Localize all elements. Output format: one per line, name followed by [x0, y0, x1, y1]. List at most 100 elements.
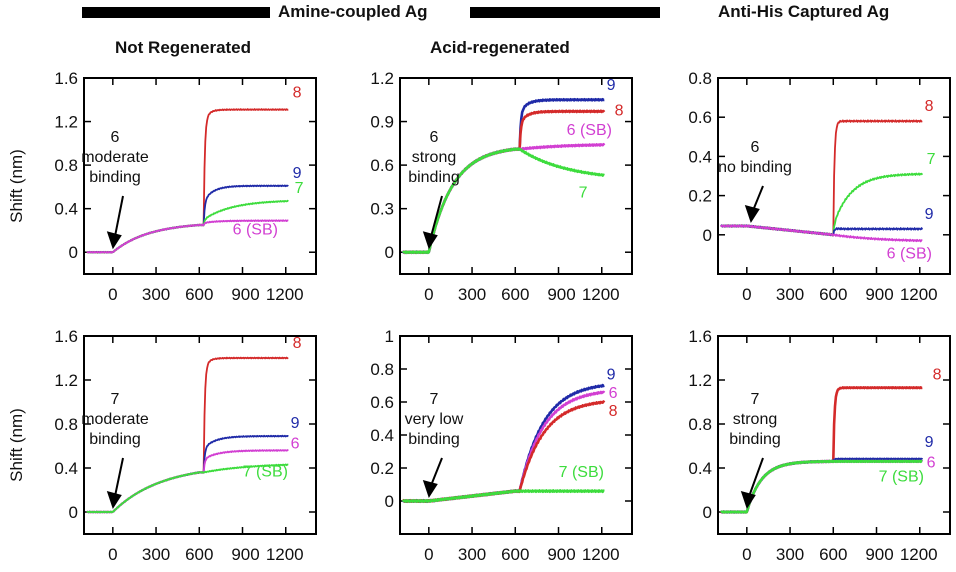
series-label: 8: [293, 85, 302, 102]
series-label: 6: [609, 385, 618, 402]
x-tick-label: 0: [742, 285, 751, 304]
group-header-antihis: Anti-His Captured Ag: [718, 2, 890, 21]
x-tick-label: 1200: [900, 285, 938, 304]
series-line-6-sb-: [720, 224, 923, 243]
chart-panel-bottom-left: 0 300 600 900 1200 0 0.4 0.8 1.2 1.6 Shift (nm) 8 9 6…: [7, 327, 317, 564]
series-label: 6 (SB): [887, 246, 932, 263]
x-tick-label: 300: [458, 285, 486, 304]
series-label: 8: [925, 98, 934, 115]
x-tick-label: 300: [142, 285, 170, 304]
x-tick-label: 300: [776, 545, 804, 564]
x-tick-label: 600: [819, 545, 847, 564]
series-label: 9: [293, 165, 302, 182]
y-tick-label: 1.2: [688, 371, 712, 390]
column-header-acid-regenerated: Acid-regenerated: [430, 38, 570, 57]
arrow-head-icon: [106, 231, 122, 250]
series-label: 9: [925, 434, 934, 451]
series-label: 7 (SB): [243, 464, 288, 481]
y-tick-label: 0.8: [370, 360, 394, 379]
series-label: 6: [291, 435, 300, 452]
annotation-text: binding: [408, 169, 460, 186]
annotation-text: strong: [733, 411, 777, 428]
annotation-arrow: [751, 185, 764, 212]
annotation-text: 7: [111, 391, 120, 408]
x-tick-label: 1200: [582, 545, 620, 564]
series-line-9: [720, 457, 924, 514]
x-tick-label: 0: [108, 545, 117, 564]
x-tick-label: 900: [865, 285, 893, 304]
y-tick-label: 1.2: [370, 69, 394, 88]
x-tick-label: 0: [424, 285, 433, 304]
annotation-text: strong: [412, 149, 456, 166]
series-label: 7: [295, 180, 304, 197]
y-axis-label: Shift (nm): [7, 408, 26, 482]
arrow-head-icon: [422, 231, 438, 250]
series-label: 7 (SB): [879, 468, 924, 485]
x-tick-label: 0: [424, 545, 433, 564]
annotation-text: binding: [89, 431, 141, 448]
y-tick-label: 0.8: [688, 69, 712, 88]
y-tick-label: 0: [385, 492, 394, 511]
series-label: 7: [579, 184, 588, 201]
chart-panel-top-center: 0 300 600 900 1200 0 0.3 0.6 0.9 1.2 9 86 (SB) 7 6 str…: [370, 69, 633, 304]
y-tick-label: 1.6: [688, 327, 712, 346]
y-tick-label: 0.4: [688, 459, 712, 478]
y-tick-label: 0.4: [370, 426, 394, 445]
y-tick-label: 0: [385, 243, 394, 262]
x-tick-label: 1200: [266, 545, 304, 564]
x-tick-label: 900: [231, 545, 259, 564]
series-label: 9: [291, 415, 300, 432]
x-tick-label: 900: [547, 285, 575, 304]
series-label: 6 (SB): [233, 222, 278, 239]
x-tick-label: 900: [547, 545, 575, 564]
y-tick-label: 0: [703, 503, 712, 522]
y-tick-label: 0: [69, 243, 78, 262]
annotation-arrow: [429, 457, 443, 487]
annotation-arrow: [429, 195, 443, 238]
x-tick-label: 600: [185, 285, 213, 304]
series-line-7-sb-: [86, 463, 289, 514]
arrow-head-icon: [106, 491, 122, 509]
annotation-text: very low: [405, 411, 464, 428]
arrow-head-icon: [740, 491, 756, 509]
group-bar-right: [470, 7, 660, 18]
annotation-text: 7: [430, 391, 439, 408]
annotation-text: binding: [89, 169, 141, 186]
y-tick-label: 1.6: [54, 69, 78, 88]
series-label: 6 (SB): [567, 122, 612, 139]
y-tick-label: 0.4: [54, 459, 78, 478]
series-label: 9: [607, 367, 616, 384]
series-label: 9: [925, 206, 934, 223]
x-tick-label: 300: [458, 545, 486, 564]
annotation-arrow: [747, 457, 764, 498]
annotation-arrow: [113, 457, 124, 498]
series-label: 7 (SB): [559, 464, 604, 481]
x-tick-label: 300: [776, 285, 804, 304]
series-label: 9: [607, 77, 616, 94]
y-tick-label: 0.8: [54, 156, 78, 175]
chart-panel-bottom-center: 0 300 600 900 1200 0 0.2 0.4 0.6 0.8 1 968 7 (SB) 7 ve…: [370, 327, 633, 564]
y-tick-label: 0.3: [370, 200, 394, 219]
y-tick-label: 0.4: [54, 200, 78, 219]
group-bar-left: [82, 7, 270, 18]
x-tick-label: 900: [231, 285, 259, 304]
y-tick-label: 0.8: [688, 415, 712, 434]
y-tick-label: 1.2: [54, 113, 78, 132]
x-tick-label: 600: [501, 285, 529, 304]
annotation-text: no binding: [718, 159, 792, 176]
chart-panel-bottom-right: 0 300 600 900 1200 0 0.4 0.8 1.2 1.6 8 9 67 (SB) 7 str…: [688, 327, 951, 564]
series-label: 8: [609, 403, 618, 420]
x-tick-label: 1200: [900, 545, 938, 564]
x-tick-label: 600: [185, 545, 213, 564]
y-tick-label: 1: [385, 327, 394, 346]
y-tick-label: 0.2: [688, 187, 712, 206]
series-label: 6: [927, 454, 936, 471]
annotation-text: moderate: [81, 149, 149, 166]
x-tick-label: 300: [142, 545, 170, 564]
annotation-arrow: [113, 195, 124, 238]
series-line-6-sb-: [86, 219, 289, 254]
y-tick-label: 0.6: [370, 393, 394, 412]
y-tick-label: 0: [69, 503, 78, 522]
series-line-6: [86, 449, 289, 514]
